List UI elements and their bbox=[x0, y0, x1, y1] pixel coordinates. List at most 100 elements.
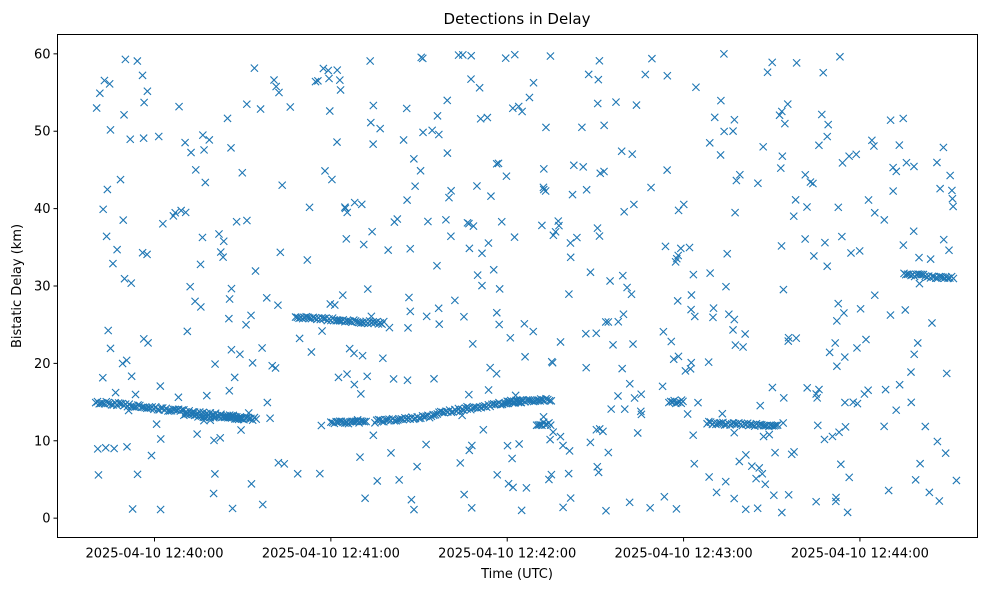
data-point bbox=[93, 444, 102, 453]
data-point bbox=[925, 488, 934, 497]
data-point bbox=[263, 398, 272, 407]
data-point bbox=[409, 154, 418, 163]
data-point bbox=[773, 421, 782, 430]
data-point bbox=[775, 111, 784, 120]
data-point bbox=[227, 284, 236, 293]
data-point bbox=[735, 170, 744, 179]
data-point bbox=[776, 164, 785, 173]
y-tick-label: 0 bbox=[42, 512, 50, 527]
data-point bbox=[577, 123, 586, 132]
data-point bbox=[895, 141, 904, 150]
data-point bbox=[428, 126, 437, 135]
data-point bbox=[497, 217, 506, 226]
data-point bbox=[318, 327, 327, 335]
data-point bbox=[191, 165, 200, 174]
data-point bbox=[387, 448, 395, 457]
data-point bbox=[758, 469, 767, 478]
data-point bbox=[546, 421, 555, 430]
data-point bbox=[456, 458, 465, 467]
data-point bbox=[100, 76, 109, 85]
y-tick-label: 40 bbox=[34, 202, 51, 217]
data-point bbox=[175, 102, 184, 111]
data-point bbox=[403, 376, 412, 385]
data-point bbox=[586, 438, 595, 447]
data-point bbox=[403, 196, 412, 205]
data-point bbox=[353, 415, 362, 424]
data-point bbox=[902, 158, 911, 167]
data-point bbox=[477, 281, 486, 290]
data-point bbox=[838, 158, 847, 167]
data-point bbox=[367, 312, 376, 321]
data-point bbox=[618, 271, 627, 280]
data-point bbox=[708, 313, 717, 322]
data-point bbox=[464, 390, 473, 399]
data-point bbox=[604, 317, 613, 326]
data-point bbox=[741, 450, 750, 459]
data-point bbox=[459, 312, 468, 321]
data-point bbox=[789, 212, 798, 221]
data-point bbox=[342, 417, 351, 426]
data-point bbox=[242, 216, 251, 225]
data-point bbox=[889, 163, 898, 172]
data-point bbox=[336, 85, 345, 94]
data-point bbox=[378, 354, 387, 363]
data-point bbox=[769, 491, 778, 500]
data-point bbox=[359, 240, 368, 249]
data-point bbox=[731, 341, 740, 350]
data-point bbox=[572, 233, 581, 242]
data-point bbox=[473, 271, 482, 280]
data-point bbox=[214, 230, 223, 239]
data-point bbox=[867, 136, 876, 145]
data-point bbox=[719, 49, 728, 58]
data-point bbox=[731, 208, 740, 217]
data-point bbox=[235, 350, 244, 359]
data-point bbox=[324, 66, 333, 75]
data-point bbox=[504, 479, 513, 488]
data-point bbox=[843, 508, 852, 517]
data-point bbox=[171, 405, 180, 414]
data-point bbox=[501, 54, 510, 63]
data-point bbox=[596, 169, 605, 178]
data-point bbox=[434, 130, 443, 139]
data-point bbox=[366, 56, 375, 65]
data-point bbox=[594, 468, 603, 477]
data-point bbox=[484, 239, 493, 248]
data-point bbox=[720, 127, 729, 136]
data-point bbox=[619, 310, 628, 319]
x-tick-label: 2025-04-10 12:44:00 bbox=[791, 547, 929, 562]
data-point bbox=[564, 290, 573, 299]
data-point bbox=[144, 338, 153, 347]
data-point bbox=[138, 248, 147, 257]
data-point bbox=[479, 425, 488, 434]
data-point bbox=[92, 104, 101, 113]
data-point bbox=[274, 458, 283, 467]
data-point bbox=[549, 231, 558, 240]
chart-title: Detections in Delay bbox=[444, 10, 591, 28]
data-point bbox=[423, 217, 432, 226]
data-point bbox=[140, 98, 149, 107]
data-point bbox=[273, 301, 282, 310]
data-point bbox=[689, 431, 698, 440]
x-axis-label: Time (UTC) bbox=[480, 567, 553, 582]
data-point bbox=[694, 398, 702, 407]
y-tick-label: 10 bbox=[34, 434, 51, 449]
data-point bbox=[529, 78, 538, 87]
data-point bbox=[677, 396, 686, 405]
data-point bbox=[551, 227, 560, 236]
data-point bbox=[606, 276, 615, 285]
data-point bbox=[276, 248, 285, 257]
data-point bbox=[845, 473, 854, 482]
data-point bbox=[716, 96, 725, 105]
data-point bbox=[565, 446, 574, 455]
data-point bbox=[395, 415, 404, 424]
data-point bbox=[915, 253, 923, 262]
data-point bbox=[780, 119, 789, 128]
data-point bbox=[369, 101, 378, 110]
data-point bbox=[768, 58, 777, 67]
data-point bbox=[777, 241, 786, 250]
data-point bbox=[886, 311, 895, 320]
data-point bbox=[765, 430, 774, 439]
data-point bbox=[595, 424, 604, 433]
data-point bbox=[611, 98, 620, 107]
data-point bbox=[716, 150, 725, 159]
